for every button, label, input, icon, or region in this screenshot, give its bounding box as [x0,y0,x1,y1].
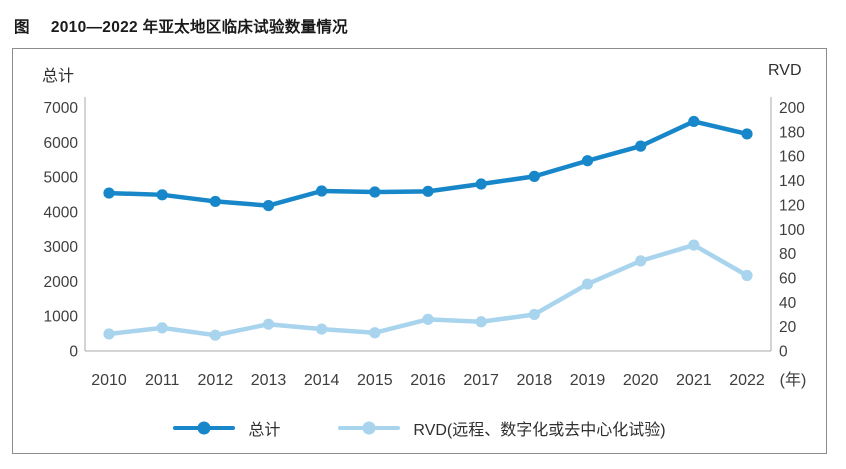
x-tick-label-2012: 2012 [198,372,234,389]
left-axis-tick-label-5000: 5000 [44,170,79,187]
right-axis-title: RVD [768,62,802,79]
chart-legend: 总计 RVD(远程、数字化或去中心化试验) [13,416,826,440]
right-axis-tick-label-20: 20 [779,319,797,336]
line-chart: 0 1000 2000 3000 4000 5000 6000 7000 0 20 40 60 80 10… [44,97,807,389]
right-axis-tick-label-120: 120 [779,197,805,214]
legend-item-rvd: RVD(远程、数字化或去中心化试验) [338,416,666,440]
left-axis-tick-label-0: 0 [69,344,78,361]
right-axis-tick-label-180: 180 [779,124,805,141]
figure-label: 图 [14,19,30,36]
x-tick-label-2014: 2014 [304,372,340,389]
total-point-2021 [688,115,700,128]
total-legend-dot-icon [197,421,211,435]
total-point-2011 [156,189,168,201]
right-axis-tick-label-80: 80 [779,246,797,263]
rvd-point-2011 [156,322,168,334]
figure-title: 图 2010—2022 年亚太地区临床试验数量情况 [14,15,348,37]
legend-item-total: 总计 [173,416,280,440]
right-axis-tick-label-140: 140 [779,173,805,190]
rvd-point-2010 [103,328,115,340]
total-point-2018 [528,170,540,182]
x-tick-label-2022: 2022 [729,372,765,389]
right-axis-tick-label-60: 60 [779,270,797,287]
rvd-legend-dot-icon [362,421,376,435]
rvd-point-2020 [635,255,647,267]
total-point-2022 [741,128,753,140]
total-point-2015 [369,186,381,198]
total-point-2017 [475,178,487,190]
right-axis-tick-label-200: 200 [779,100,805,117]
x-tick-label-2020: 2020 [623,372,659,389]
right-axis-tick-label-40: 40 [779,295,797,312]
left-axis-tick-label-6000: 6000 [44,135,79,152]
x-axis-unit-label: (年) [780,371,807,389]
right-axis-tick-label-160: 160 [779,149,805,166]
left-axis-tick-label-4000: 4000 [44,204,79,221]
legend-label-total: 总计 [248,422,281,439]
rvd-point-2017 [475,316,487,328]
left-axis-tick-label-2000: 2000 [44,274,79,291]
rvd-point-2015 [369,327,381,339]
figure-title-text: 2010—2022 年亚太地区临床试验数量情况 [50,19,348,36]
total-point-2020 [635,140,647,152]
right-axis-tick-label-0: 0 [779,344,788,361]
x-tick-label-2010: 2010 [91,372,127,389]
rvd-point-2021 [688,239,700,251]
left-axis-title: 总计 [42,68,75,85]
rvd-point-2018 [528,308,540,321]
rvd-point-2012 [209,329,221,341]
x-tick-label-2015: 2015 [357,372,393,389]
x-tick-label-2016: 2016 [410,372,446,389]
rvd-legend-line-icon [338,421,401,435]
total-point-2019 [581,155,594,167]
chart-panel: 总计 RVD 0 1000 2000 3000 4000 5000 6000 7000 0 20 4… [12,48,827,454]
x-tick-label-2021: 2021 [676,372,712,389]
rvd-point-2019 [581,278,594,290]
total-point-2013 [262,199,275,212]
total-point-2016 [422,185,434,197]
left-axis-tick-label-1000: 1000 [44,309,79,326]
rvd-point-2016 [422,313,434,325]
total-point-2014 [316,185,328,197]
x-tick-label-2019: 2019 [570,372,606,389]
left-axis-tick-label-7000: 7000 [44,100,79,117]
x-tick-label-2011: 2011 [145,372,180,389]
left-axis-tick-label-3000: 3000 [44,239,79,256]
x-tick-label-2013: 2013 [251,372,287,389]
legend-label-rvd: RVD(远程、数字化或去中心化试验) [413,422,666,439]
rvd-point-2022 [741,269,753,282]
right-axis-tick-label-100: 100 [779,222,805,239]
x-tick-label-2018: 2018 [517,372,553,389]
rvd-point-2014 [316,323,328,335]
total-point-2012 [209,195,221,208]
total-point-2010 [103,187,115,199]
rvd-point-2013 [262,318,275,330]
x-tick-label-2017: 2017 [463,372,499,389]
total-legend-line-icon [173,421,236,435]
